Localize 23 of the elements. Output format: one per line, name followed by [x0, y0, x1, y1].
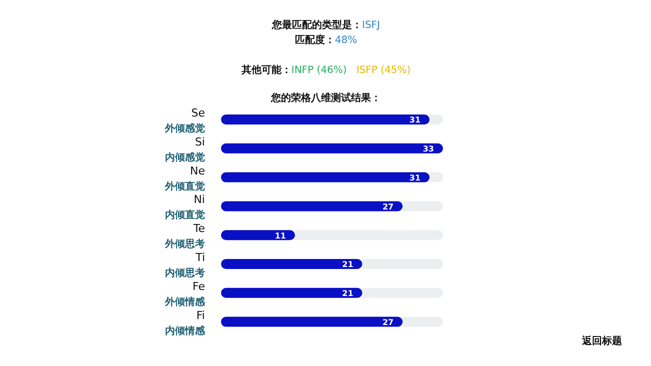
data-label: 31 [409, 174, 421, 182]
text: 其他可能：INFP (46%) [240, 64, 347, 76]
text: 您的荣格八维测试结果： [270, 92, 381, 104]
data-label: 21 [342, 260, 354, 270]
y-tick-label: Fi 内倾情感 [165, 308, 206, 337]
y-tick-label: Ne 外倾直觉 [164, 164, 206, 192]
y-tick-label: Fe 外倾情感 [164, 280, 206, 308]
y-tick-label: Ti 内倾思考 [165, 251, 205, 279]
data-label: 27 [382, 318, 394, 327]
y-tick-label: Te 外倾思考 [164, 222, 206, 250]
bar [221, 143, 443, 154]
chart-subtitle: 匹配度：48% [294, 34, 358, 46]
data-label: 21 [342, 289, 354, 298]
y-tick-label: Ni 内倾直觉 [165, 193, 205, 222]
y-tick-label: Si 内倾感觉 [165, 135, 205, 164]
y-tick-label: Se 外倾感觉 [164, 106, 206, 134]
data-label: 27 [382, 202, 394, 212]
text: 返回标题 [581, 335, 622, 347]
chart-title: 您最匹配的类型是：ISFJ [271, 19, 380, 31]
text: ISFP (45%) [346, 65, 411, 76]
data-label: 31 [409, 116, 421, 125]
data-label: 11 [274, 231, 286, 240]
data-label: 33 [422, 144, 434, 154]
